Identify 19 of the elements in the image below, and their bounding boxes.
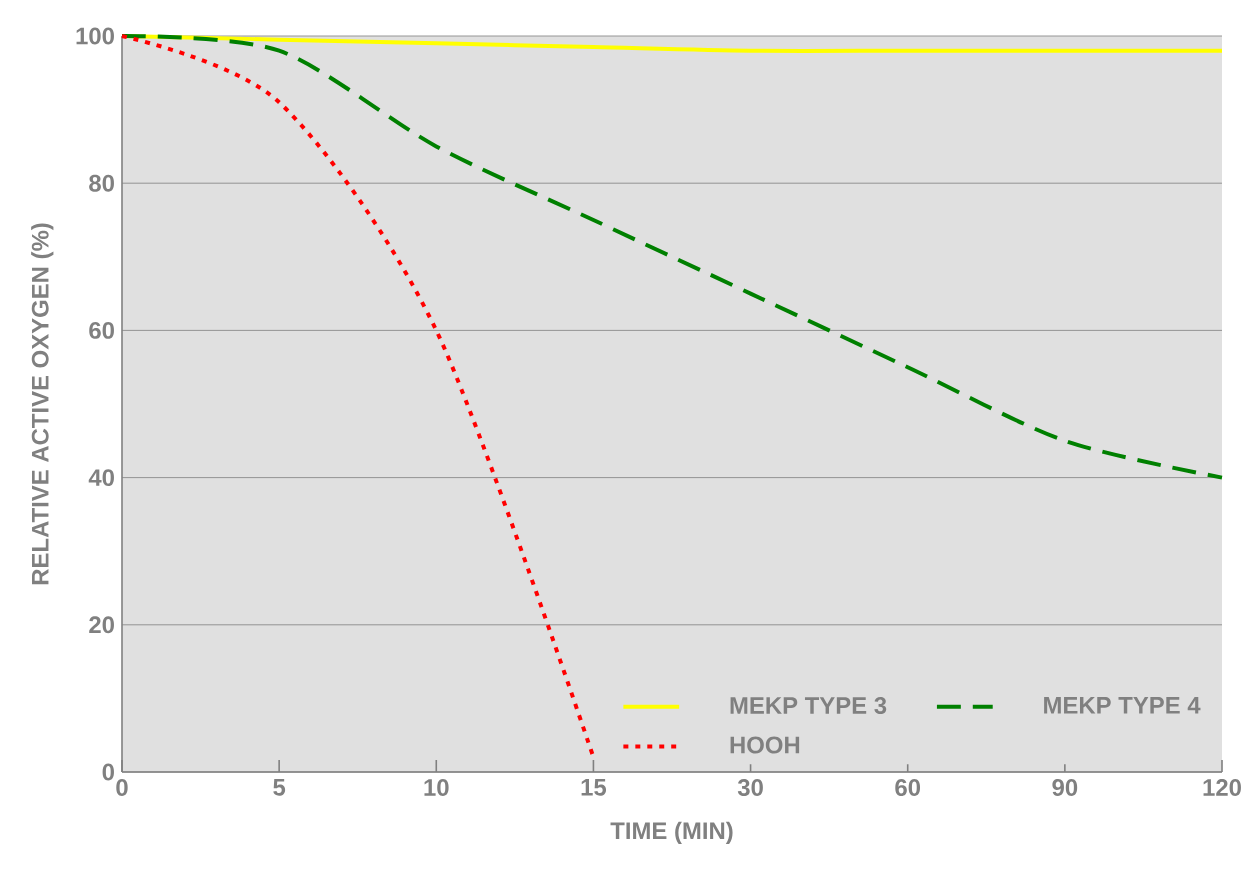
y-tick-label: 80 <box>89 174 114 192</box>
y-tick-label: 100 <box>76 27 114 45</box>
y-tick-label: 60 <box>89 321 114 339</box>
x-tick-label: 10 <box>424 779 449 796</box>
x-tick-label: 15 <box>581 779 607 796</box>
x-tick-label: 30 <box>737 779 763 797</box>
y-axis-title: RELATIVE ACTIVE OXYGEN (%) <box>31 223 54 585</box>
x-tick-label: 90 <box>1052 779 1078 796</box>
y-tick-label: 40 <box>88 469 114 487</box>
legend-label: MEKP TYPE 3 <box>730 696 887 714</box>
x-tick-label: 120 <box>1203 779 1241 796</box>
y-tick-label: 0 <box>102 763 114 781</box>
y-tick-label: 20 <box>89 616 114 634</box>
x-tick-label: 60 <box>895 779 921 796</box>
legend-label: MEKP TYPE 4 <box>1044 697 1201 714</box>
x-tick-label: 0 <box>116 779 128 796</box>
x-axis-title: TIME (MIN) <box>610 821 733 844</box>
legend-label: HOOH <box>730 736 800 754</box>
x-tick-label: 5 <box>273 779 286 796</box>
